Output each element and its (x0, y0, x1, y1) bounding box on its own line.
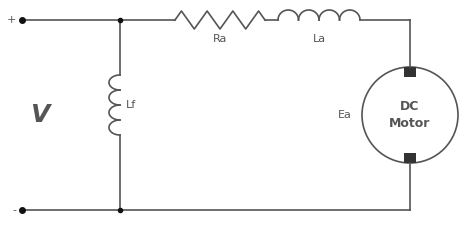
Text: +: + (7, 15, 16, 25)
Text: DC
Motor: DC Motor (389, 100, 431, 130)
Text: V: V (30, 103, 50, 127)
Text: Ra: Ra (213, 34, 227, 44)
Text: Lf: Lf (126, 100, 136, 110)
Text: -: - (12, 205, 16, 215)
Text: La: La (312, 34, 326, 44)
Text: Ea: Ea (338, 110, 352, 120)
Bar (404, 153, 416, 163)
Bar (404, 67, 416, 77)
